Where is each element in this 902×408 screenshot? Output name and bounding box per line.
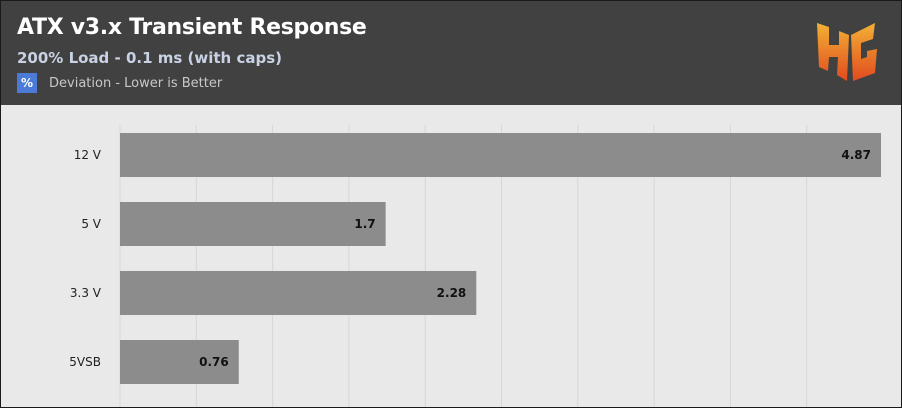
category-label: 5 V — [81, 217, 101, 231]
chart-subtitle: 200% Load - 0.1 ms (with caps) — [17, 49, 282, 67]
legend: % Deviation - Lower is Better — [17, 73, 222, 93]
bar-chart: 12 V 4.87 5 V 1.7 3.3 V 2.28 5VSB 0.76 — [69, 125, 881, 407]
category-label: 12 V — [74, 148, 102, 162]
bar-5-v — [120, 202, 386, 246]
percent-icon: % — [17, 73, 37, 93]
value-label: 4.87 — [841, 148, 871, 162]
bars: 12 V 4.87 5 V 1.7 3.3 V 2.28 5VSB 0.76 — [69, 133, 881, 384]
chart-title: ATX v3.x Transient Response — [17, 15, 367, 40]
legend-label: Deviation - Lower is Better — [49, 75, 223, 91]
bar-3-3-v — [120, 271, 477, 315]
bar-5vsb — [120, 340, 239, 384]
category-label: 3.3 V — [70, 286, 102, 300]
category-label: 5VSB — [69, 355, 101, 369]
bar-12-v — [120, 133, 881, 177]
value-label: 0.76 — [199, 355, 229, 369]
value-label: 2.28 — [437, 286, 467, 300]
value-label: 1.7 — [354, 217, 375, 231]
hg-logo — [817, 23, 877, 81]
chart-header: ATX v3.x Transient Response 200% Load - … — [1, 1, 901, 105]
